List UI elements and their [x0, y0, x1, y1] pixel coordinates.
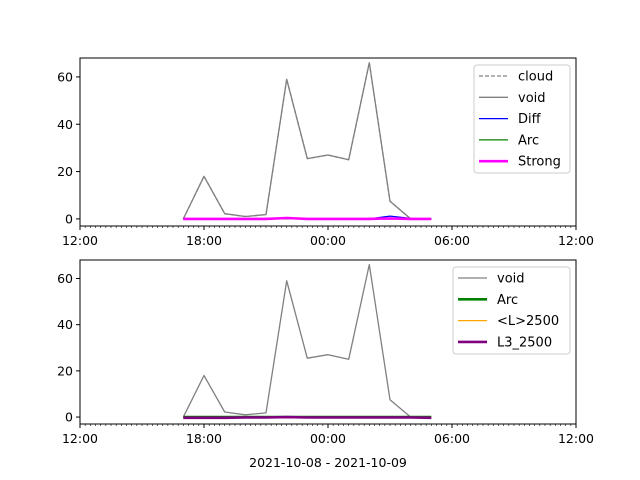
legend-label: <L>2500: [497, 314, 559, 329]
legend-label: cloud: [518, 70, 553, 85]
legend-label: Arc: [497, 293, 518, 308]
x-tick-label: 12:00: [62, 431, 98, 446]
legend-label: void: [497, 272, 525, 287]
y-tick-label: 40: [57, 317, 73, 332]
y-tick-label: 60: [57, 271, 73, 286]
y-tick-label: 20: [57, 363, 73, 378]
series-line-1: [182, 62, 432, 220]
series-line-3: [183, 415, 432, 420]
legend-box: [473, 64, 571, 174]
x-tick-label: 12:00: [558, 431, 594, 446]
series-line-4: [183, 216, 432, 221]
y-tick-label: 0: [65, 410, 73, 425]
y-tick-label: 60: [57, 69, 73, 84]
x-tick-label: 00:00: [310, 233, 346, 248]
x-tick-label: 12:00: [558, 233, 594, 248]
top-chart: 0 20 40 60 12:00 18:00 00:00 06:00 12:00 cloud voi…: [57, 57, 594, 248]
y-tick-label: 20: [57, 164, 73, 179]
legend-label: Diff: [518, 112, 542, 127]
legend-label: void: [518, 91, 546, 106]
bottom-chart: 0 20 40 60 12:00 18:00 00:00 06:00 12:00 void Arc <…: [57, 259, 594, 446]
legend-label: Arc: [518, 133, 539, 148]
y-tick-label: 40: [57, 117, 73, 132]
x-tick-label: 18:00: [186, 431, 222, 446]
x-tick-label: 18:00: [186, 233, 222, 248]
x-tick-label: 06:00: [434, 233, 470, 248]
legend-label: Strong: [518, 155, 561, 170]
legend-box: [452, 266, 571, 355]
x-tick-label: 06:00: [434, 431, 470, 446]
y-tick-label: 0: [65, 211, 73, 226]
x-tick-label: 00:00: [310, 431, 346, 446]
legend-label: L3_2500: [497, 335, 552, 350]
x-tick-label: 12:00: [62, 233, 98, 248]
series-line-0: [182, 263, 432, 418]
x-axis-label: 2021-10-08 - 2021-10-09: [249, 455, 407, 470]
